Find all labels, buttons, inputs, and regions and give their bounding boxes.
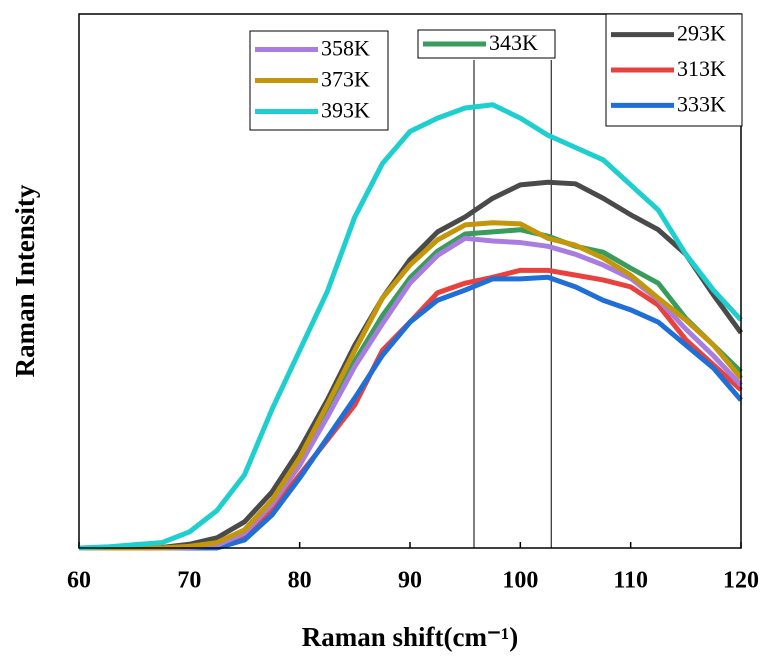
x-axis-label: Raman shift(cm⁻¹) [302,622,519,652]
series-line [78,102,743,551]
x-tick-label: 80 [288,568,312,594]
x-tick-label: 90 [398,568,422,594]
legend-label: 333K [677,91,726,116]
series-line [79,179,744,551]
legend-label: 373K [321,67,370,92]
plot-frame [78,13,742,549]
series-line [79,267,743,551]
series-line [79,227,743,551]
legend-label: 313K [677,56,726,81]
x-tick-label: 120 [723,568,759,594]
x-tick-label: 60 [67,568,91,594]
series-line [79,220,743,551]
y-axis-label: Raman Intensity [10,184,40,377]
legend-label: 343K [489,30,538,55]
x-tick-label: 70 [177,568,201,594]
legend-label: 293K [677,21,726,46]
x-tick-label: 100 [502,568,538,594]
legend-label: 393K [321,98,370,123]
series-line [79,274,743,551]
legend-label: 358K [321,36,370,61]
x-tick-label: 110 [613,568,648,594]
